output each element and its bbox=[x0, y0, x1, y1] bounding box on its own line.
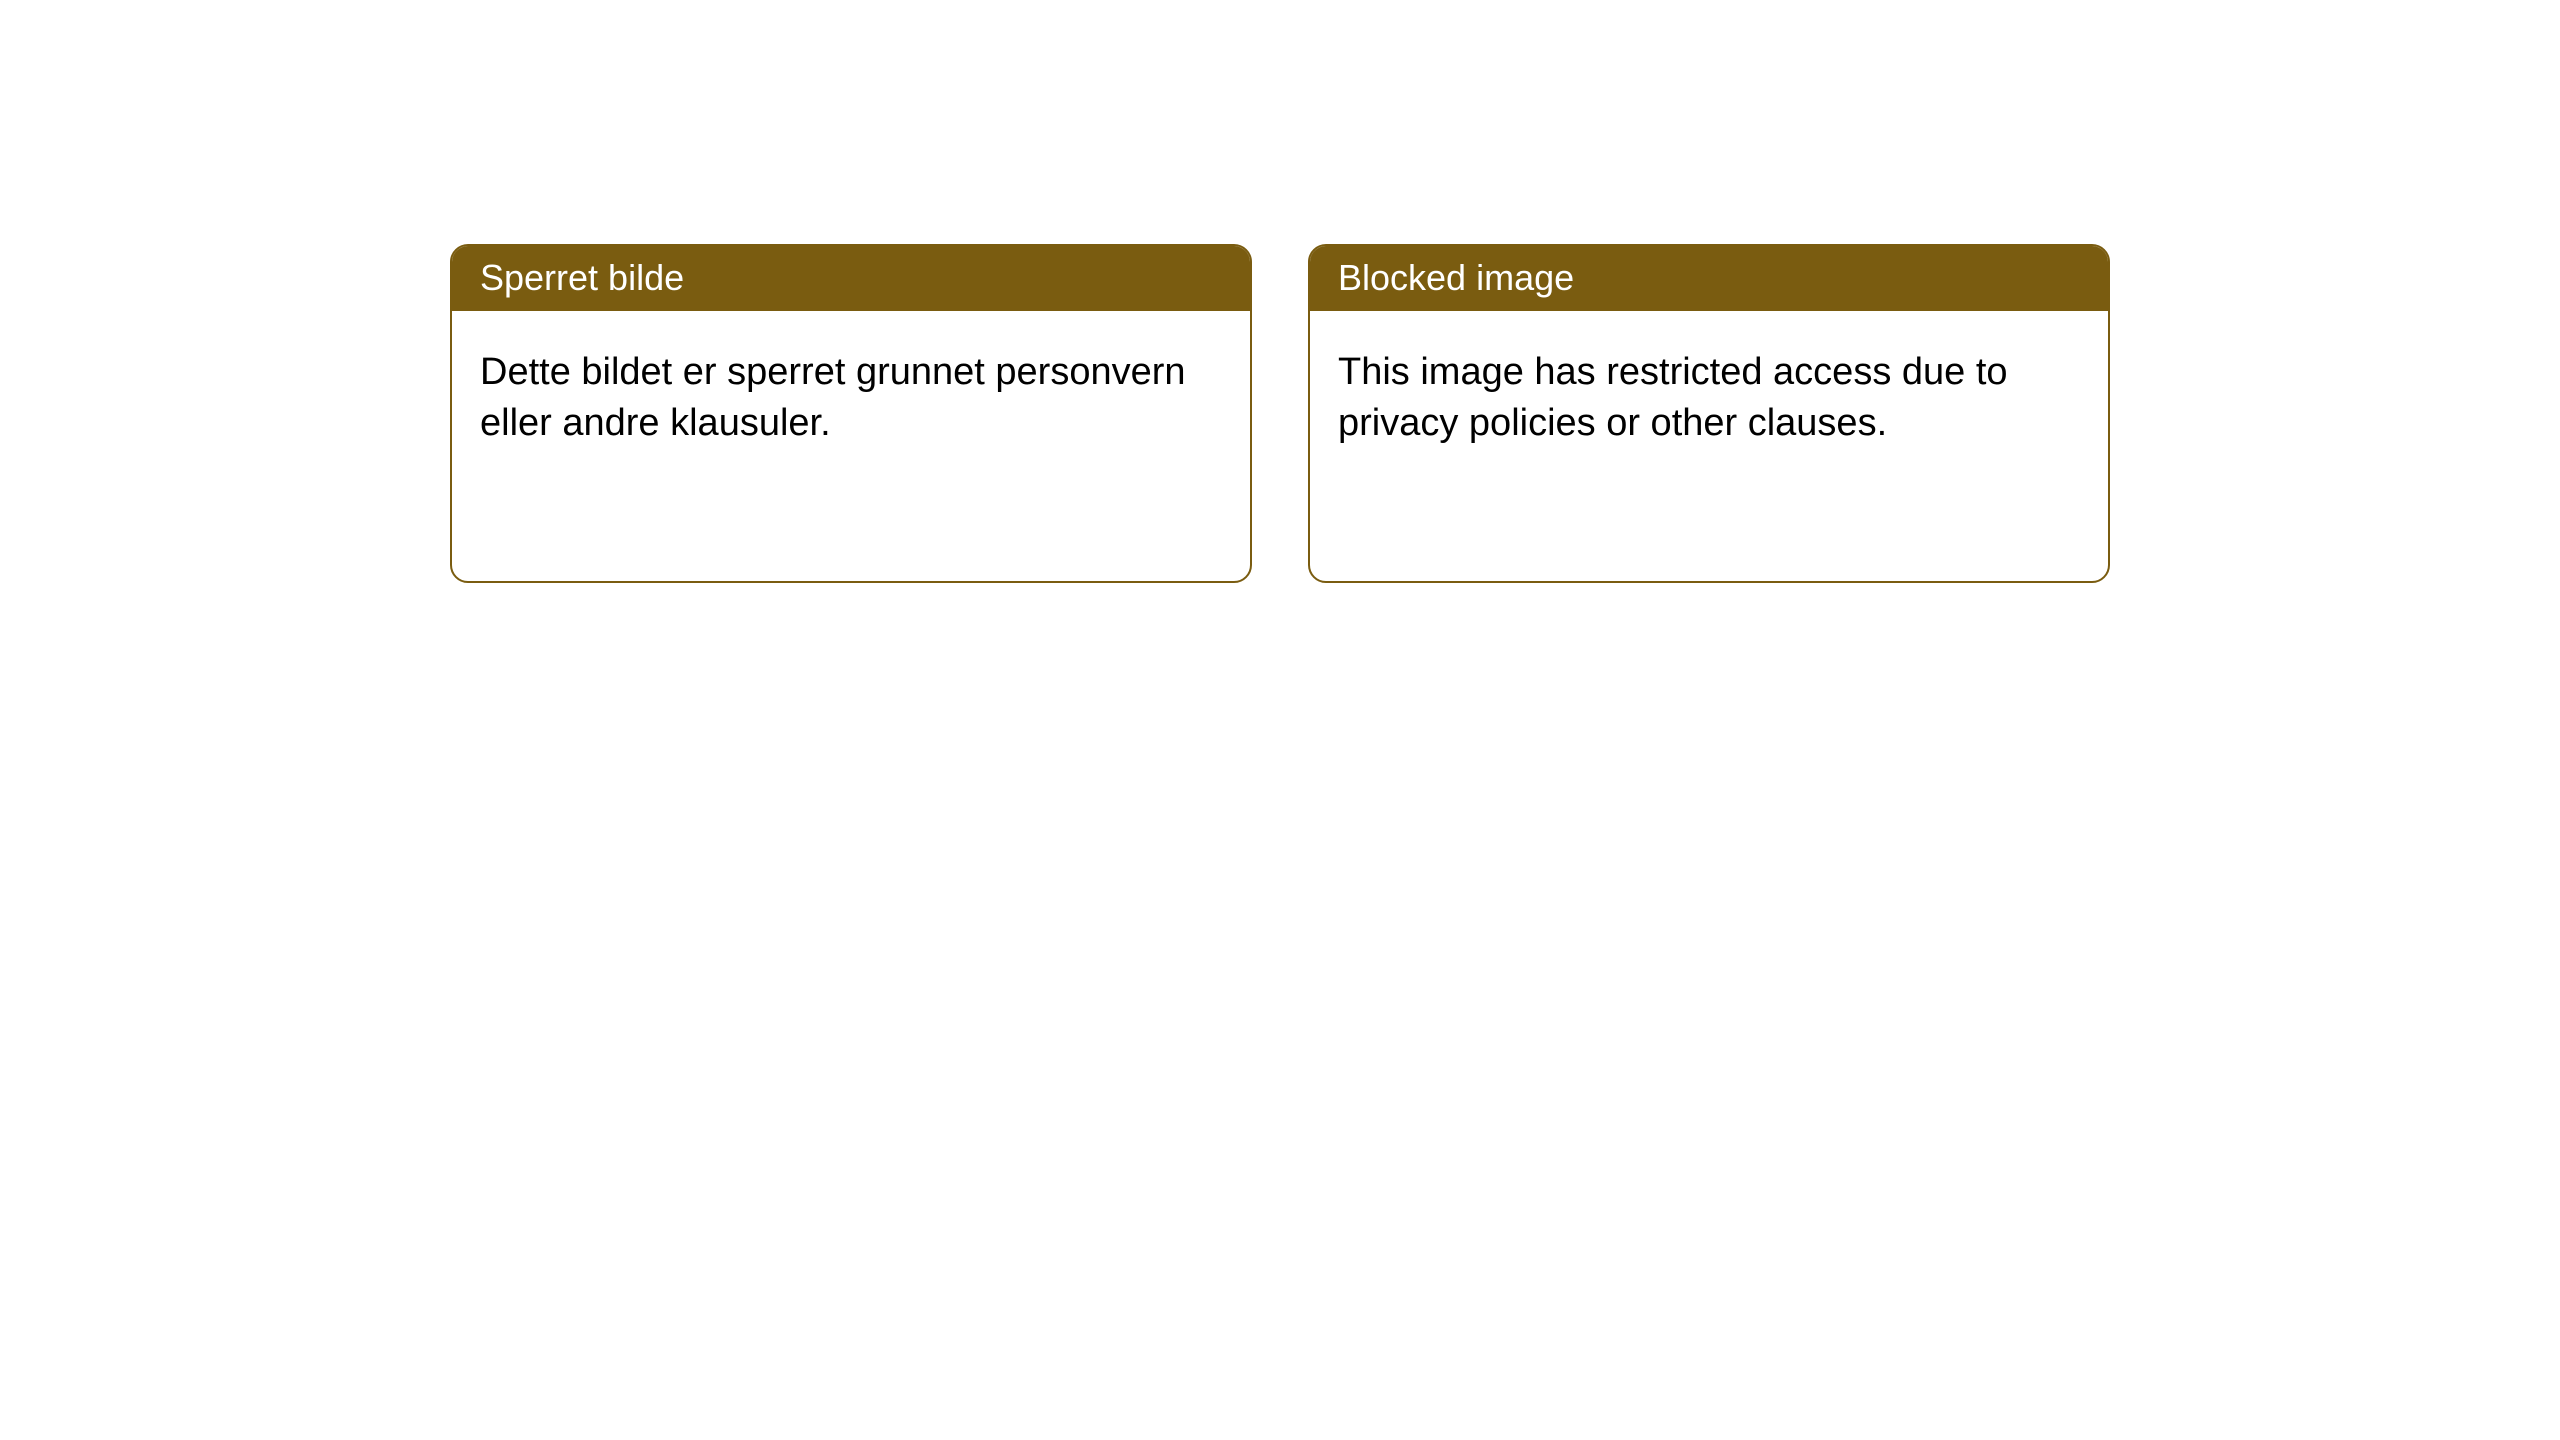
card-header: Sperret bilde bbox=[452, 246, 1250, 311]
card-body: This image has restricted access due to … bbox=[1310, 311, 2108, 581]
card-body-text: This image has restricted access due to … bbox=[1338, 351, 2008, 444]
notice-cards-container: Sperret bilde Dette bildet er sperret gr… bbox=[0, 0, 2560, 583]
blocked-image-card-no: Sperret bilde Dette bildet er sperret gr… bbox=[450, 244, 1252, 583]
card-body: Dette bildet er sperret grunnet personve… bbox=[452, 311, 1250, 581]
blocked-image-card-en: Blocked image This image has restricted … bbox=[1308, 244, 2110, 583]
card-title: Sperret bilde bbox=[480, 257, 684, 298]
card-title: Blocked image bbox=[1338, 257, 1574, 298]
card-header: Blocked image bbox=[1310, 246, 2108, 311]
card-body-text: Dette bildet er sperret grunnet personve… bbox=[480, 351, 1186, 444]
